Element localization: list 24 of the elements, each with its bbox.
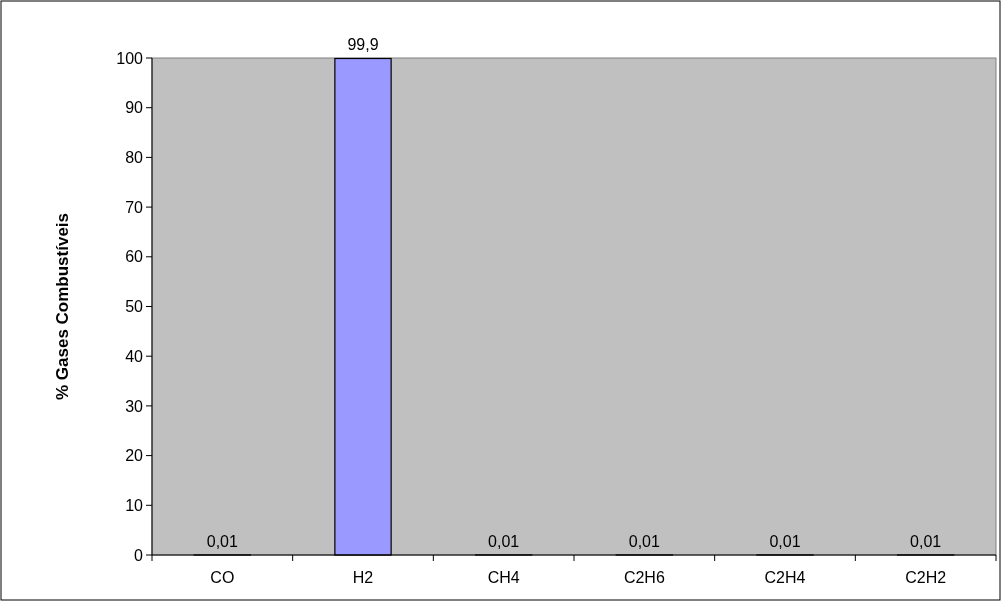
data-label: 0,01	[206, 532, 239, 550]
y-tick-label: 100	[116, 49, 144, 67]
x-tick-label: C2H6	[623, 569, 665, 586]
x-tick-label: CH4	[487, 569, 520, 586]
y-axis-title: % Gases Combustíveis	[53, 212, 72, 401]
y-tick-label: 50	[125, 298, 144, 316]
y-tick-label: 80	[125, 149, 144, 166]
y-tick-label: 90	[125, 99, 144, 117]
data-label: 99,9	[347, 36, 379, 54]
data-label: 0,01	[910, 532, 942, 550]
y-tick-label: 60	[125, 248, 144, 266]
y-tick-label: 70	[125, 198, 144, 216]
x-tick-label: CO	[210, 569, 235, 586]
data-label: 0,01	[769, 532, 801, 550]
x-tick-label: C2H4	[764, 569, 806, 586]
y-tick-label: 30	[125, 397, 144, 415]
x-tick-label: H2	[352, 569, 374, 586]
y-tick-label: 20	[125, 447, 144, 465]
y-tick-label: 10	[125, 496, 144, 514]
y-tick-label: 0	[134, 546, 144, 564]
x-tick-label: C2H2	[905, 569, 947, 586]
data-label: 0,01	[628, 532, 661, 550]
y-tick-label: 40	[125, 347, 144, 365]
data-label: 0,01	[488, 532, 520, 550]
